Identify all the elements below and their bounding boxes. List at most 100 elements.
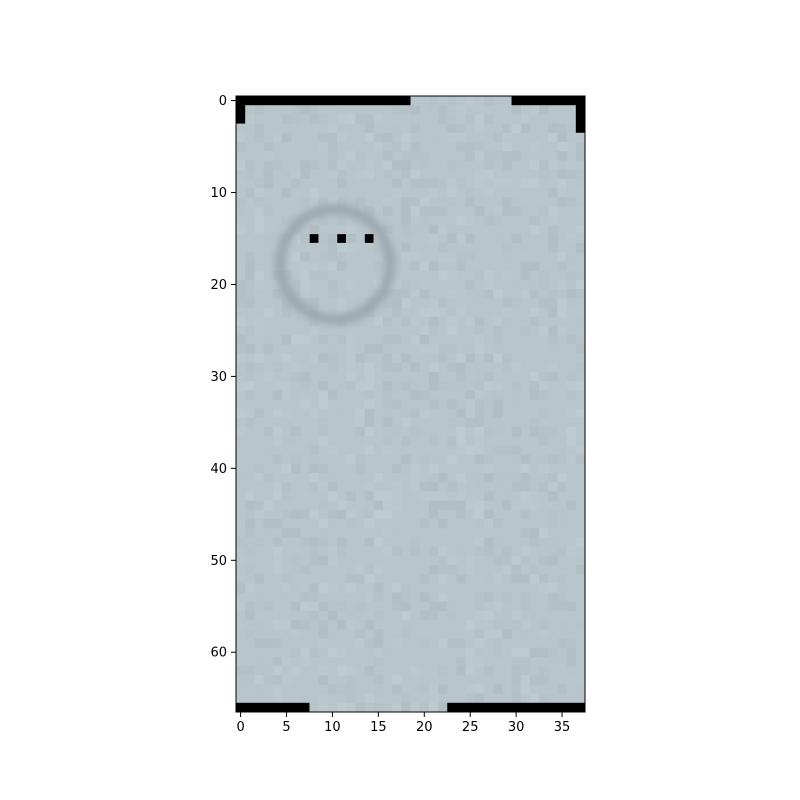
heatmap-cell bbox=[456, 509, 466, 520]
heatmap-cell bbox=[465, 233, 476, 244]
heatmap-cell bbox=[474, 592, 485, 602]
heatmap-cell bbox=[245, 371, 255, 382]
heatmap-cell bbox=[474, 399, 485, 409]
heatmap-cell bbox=[438, 316, 448, 327]
heatmap-cell bbox=[539, 408, 549, 419]
heatmap-cell bbox=[575, 151, 586, 161]
heatmap-cell bbox=[511, 610, 522, 621]
heatmap-cell bbox=[566, 160, 577, 170]
plot-area bbox=[235, 95, 586, 713]
heatmap-cell bbox=[236, 224, 246, 235]
heatmap-cell bbox=[483, 270, 494, 281]
heatmap-cell bbox=[474, 169, 485, 180]
heatmap-cell bbox=[309, 408, 319, 419]
heatmap-cell bbox=[337, 702, 347, 713]
heatmap-cell bbox=[318, 252, 329, 262]
heatmap-cell bbox=[548, 335, 558, 345]
heatmap-cell bbox=[309, 472, 319, 483]
heatmap-cell bbox=[483, 666, 494, 676]
heatmap-cell bbox=[281, 675, 292, 685]
heatmap-cell bbox=[327, 555, 338, 566]
heatmap-cell bbox=[456, 252, 466, 262]
heatmap-cell bbox=[483, 445, 494, 455]
heatmap-cell bbox=[318, 426, 329, 437]
heatmap-cell bbox=[502, 472, 512, 483]
heatmap-cell bbox=[539, 160, 549, 170]
heatmap-cell bbox=[483, 114, 494, 124]
heatmap-cell bbox=[428, 307, 439, 317]
heatmap-cell bbox=[557, 307, 567, 317]
heatmap-cell bbox=[236, 472, 246, 483]
heatmap-cell bbox=[511, 574, 522, 584]
heatmap-cell bbox=[401, 252, 411, 262]
heatmap-cell bbox=[337, 169, 347, 180]
heatmap-cell bbox=[245, 528, 255, 538]
heatmap-cell bbox=[254, 362, 264, 373]
heatmap-cell bbox=[575, 381, 586, 391]
heatmap-cell bbox=[337, 307, 347, 317]
heatmap-cell bbox=[566, 500, 577, 511]
heatmap-cell bbox=[245, 537, 255, 547]
heatmap-cell bbox=[382, 509, 393, 520]
heatmap-cell bbox=[511, 666, 522, 676]
heatmap-cell bbox=[236, 141, 246, 152]
heatmap-cell bbox=[318, 518, 329, 529]
heatmap-cell bbox=[456, 123, 466, 134]
heatmap-cell bbox=[327, 160, 338, 170]
heatmap-cell bbox=[539, 270, 549, 281]
heatmap-cell bbox=[548, 289, 558, 299]
heatmap-cell bbox=[373, 445, 384, 455]
heatmap-cell bbox=[318, 381, 329, 391]
heatmap-cell bbox=[502, 601, 512, 612]
heatmap-cell bbox=[364, 114, 375, 124]
heatmap-cell bbox=[382, 390, 393, 400]
heatmap-cell bbox=[281, 509, 292, 520]
heatmap-cell bbox=[575, 344, 586, 354]
heatmap-cell bbox=[539, 647, 549, 658]
heatmap-cell bbox=[566, 436, 577, 446]
heatmap-cell bbox=[327, 491, 338, 501]
heatmap-cell bbox=[438, 546, 448, 557]
heatmap-cell bbox=[327, 629, 338, 639]
heatmap-cell bbox=[456, 141, 466, 152]
heatmap-cell bbox=[401, 233, 411, 244]
heatmap-cell bbox=[493, 482, 503, 492]
heatmap-cell bbox=[364, 620, 375, 630]
heatmap-cell bbox=[327, 252, 338, 262]
heatmap-cell bbox=[291, 666, 301, 676]
heatmap-cell bbox=[520, 647, 531, 658]
heatmap-cell bbox=[245, 601, 255, 612]
heatmap-cell bbox=[557, 187, 567, 198]
heatmap-cell bbox=[456, 307, 466, 317]
heatmap-cell bbox=[401, 417, 411, 428]
heatmap-cell bbox=[447, 96, 457, 106]
heatmap-cell bbox=[309, 105, 319, 115]
heatmap-cell bbox=[529, 224, 540, 235]
heatmap-cell bbox=[447, 270, 457, 281]
heatmap-cell bbox=[281, 592, 292, 602]
heatmap-cell bbox=[309, 325, 319, 336]
heatmap-cell bbox=[236, 381, 246, 391]
heatmap-cell bbox=[419, 454, 430, 465]
heatmap-cell bbox=[557, 482, 567, 492]
heatmap-cell bbox=[392, 546, 402, 557]
heatmap-cell bbox=[327, 518, 338, 529]
heatmap-cell bbox=[419, 610, 430, 621]
heatmap-cell bbox=[355, 114, 365, 124]
heatmap-cell bbox=[337, 252, 347, 262]
heatmap-cell bbox=[438, 252, 448, 262]
heatmap-cell bbox=[483, 454, 494, 465]
heatmap-cell bbox=[511, 482, 522, 492]
heatmap-cell bbox=[474, 151, 485, 161]
heatmap-cell bbox=[355, 151, 365, 161]
heatmap-cell bbox=[465, 684, 476, 694]
heatmap-cell bbox=[474, 537, 485, 547]
heatmap-cell bbox=[245, 675, 255, 685]
heatmap-cell bbox=[557, 436, 567, 446]
heatmap-cell bbox=[355, 187, 365, 198]
heatmap-cell bbox=[245, 629, 255, 639]
heatmap-cell bbox=[493, 132, 503, 143]
heatmap-cell bbox=[291, 390, 301, 400]
heatmap-cell bbox=[438, 243, 448, 253]
heatmap-cell bbox=[548, 555, 558, 566]
